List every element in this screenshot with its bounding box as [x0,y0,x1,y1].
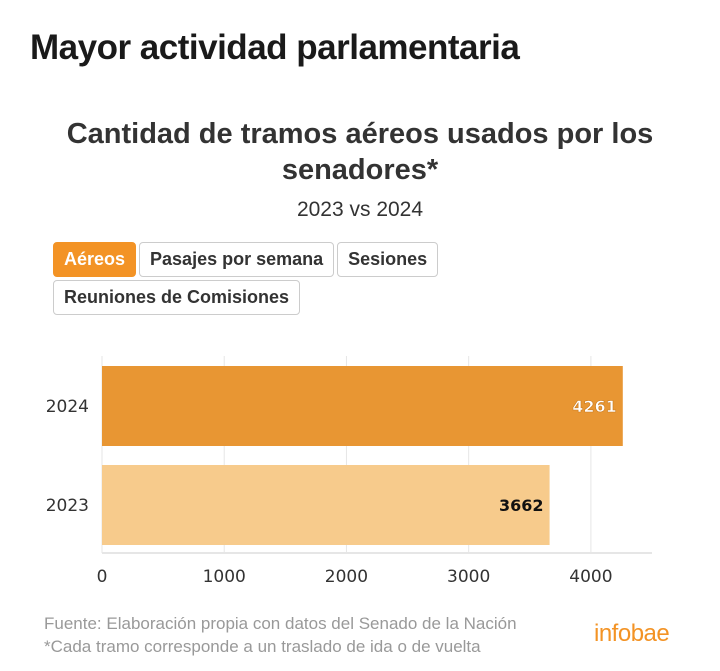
tab-bar: Aéreos Pasajes por semana Sesiones Reuni… [53,242,473,318]
chart-title: Cantidad de tramos aéreos usados por los… [66,118,654,186]
bar-2023 [102,465,550,545]
y-category-label: 2023 [46,496,89,516]
data-label: 4261 [572,397,617,416]
chart-subtitle: 2023 vs 2024 [296,198,424,221]
x-tick-label: 3000 [447,567,490,587]
x-tick-label: 1000 [203,567,246,587]
infobae-logo: infobae [594,620,670,647]
page-title: Mayor actividad parlamentaria [30,28,520,67]
source-note: Fuente: Elaboración propia con datos del… [44,614,517,633]
tab-aereos[interactable]: Aéreos [53,242,137,277]
x-tick-label: 4000 [569,567,612,587]
x-tick-label: 0 [97,567,108,587]
y-category-label: 2024 [46,397,89,417]
tab-sesiones[interactable]: Sesiones [337,242,439,277]
bar-2024 [102,366,623,446]
data-label: 3662 [499,496,544,515]
tab-reuniones-de-comisiones[interactable]: Reuniones de Comisiones [53,280,301,315]
x-tick-label: 2000 [325,567,368,587]
tab-pasajes-por-semana[interactable]: Pasajes por semana [139,242,335,277]
footnote: *Cada tramo corresponde a un traslado de… [44,637,481,656]
